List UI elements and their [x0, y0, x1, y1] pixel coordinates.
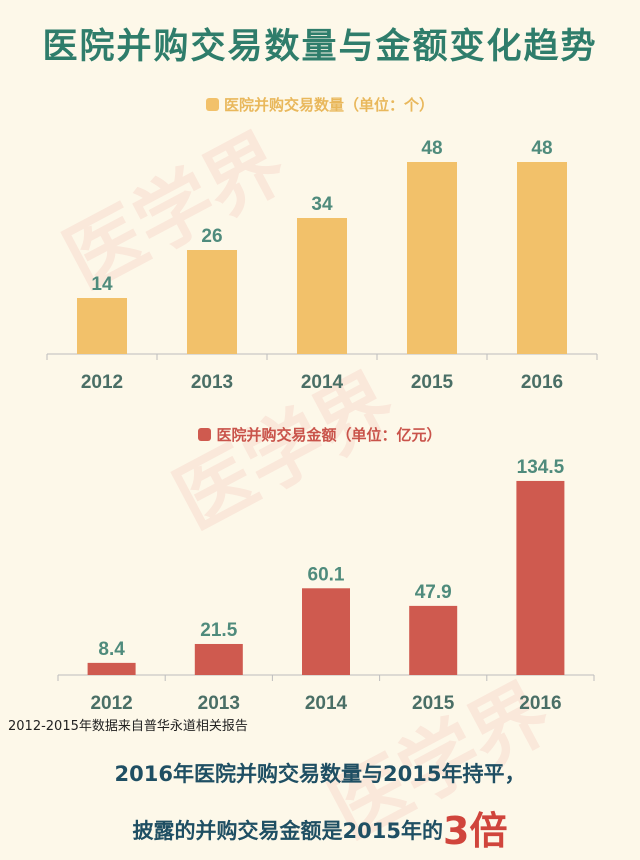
- conclusion-emphasis: 3倍: [443, 809, 508, 853]
- conclusion-line-1: 2016年医院并购交易数量与2015年持平，: [114, 762, 526, 786]
- x-tick-label: 2016: [519, 693, 561, 712]
- data-label: 14: [91, 274, 113, 295]
- data-label: 134.5: [517, 457, 565, 478]
- data-label: 8.4: [98, 639, 125, 660]
- bar: [77, 298, 127, 354]
- data-label: 26: [201, 226, 222, 247]
- data-label: 34: [311, 194, 333, 215]
- bar: [194, 643, 243, 675]
- legend-count: 医院并购交易数量（单位：个）: [0, 94, 640, 115]
- data-label: 48: [421, 140, 442, 159]
- bar: [87, 662, 136, 675]
- data-label: 48: [531, 140, 552, 159]
- page-title: 医院并购交易数量与金额变化趋势: [42, 27, 598, 67]
- x-tick-label: 2013: [191, 372, 233, 393]
- legend-label-amount: 医院并购交易金额（单位：亿元）: [216, 426, 442, 444]
- x-tick-label: 2015: [412, 693, 455, 712]
- bar: [187, 250, 237, 354]
- bar: [409, 605, 458, 675]
- bar: [516, 480, 565, 675]
- bar-chart-amount: 8.4 2012 21.5 2013 60.1 2014 47.9 2015 134.5 2016: [57, 457, 595, 712]
- data-label: 60.1: [308, 564, 345, 585]
- legend-amount: 医院并购交易金额（单位：亿元）: [0, 424, 640, 445]
- x-tick-label: 2014: [305, 693, 348, 712]
- conclusion-line-2-text: 披露的并购交易金额是2015年的: [132, 819, 443, 843]
- x-tick-label: 2014: [301, 372, 344, 393]
- x-tick-label: 2016: [521, 372, 563, 393]
- bar: [517, 162, 567, 354]
- x-tick-label: 2013: [198, 693, 240, 712]
- bar-chart-count: 14 2012 26 2013 34 2014 48 2015 48 2016: [46, 140, 598, 393]
- x-tick-label: 2012: [81, 372, 123, 393]
- conclusion-line-2: 披露的并购交易金额是2015年的3倍: [0, 800, 640, 855]
- source-note: 2012-2015年数据来自普华永道相关报告: [8, 719, 248, 734]
- legend-swatch-count: [205, 98, 219, 111]
- x-tick-label: 2015: [411, 372, 454, 393]
- legend-label-count: 医院并购交易数量（单位：个）: [223, 96, 434, 114]
- x-tick-label: 2012: [90, 693, 132, 712]
- data-label: 47.9: [415, 582, 452, 603]
- legend-swatch-amount: [198, 428, 212, 441]
- bar: [302, 588, 350, 675]
- data-label: 21.5: [200, 620, 237, 641]
- bar: [407, 162, 457, 354]
- bar: [297, 218, 347, 354]
